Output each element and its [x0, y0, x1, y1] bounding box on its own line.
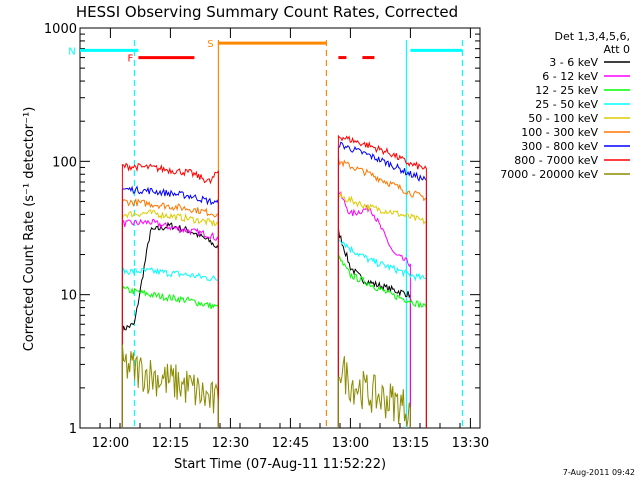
legend-label: 800 - 7000 keV — [514, 154, 598, 167]
x-tick-label: 12:45 — [272, 436, 309, 451]
legend-label: 50 - 100 keV — [528, 112, 598, 125]
series-line-8 — [121, 344, 219, 428]
series-line-2 — [337, 254, 427, 428]
flag-label: S — [207, 39, 213, 50]
series-line-7 — [337, 134, 427, 428]
x-axis-label: Start Time (07-Aug-11 11:52:22) — [174, 457, 386, 472]
legend-label: 6 - 12 keV — [542, 70, 598, 83]
legend-label: 12 - 25 keV — [535, 84, 598, 97]
y-tick-label: 1 — [69, 422, 77, 437]
plot-area: 1 10 100 1000 12:00 12:15 12:30 12:45 13:00 13:15… — [44, 22, 489, 451]
chart-title: HESSI Observing Summary Count Rates, Cor… — [76, 3, 458, 21]
legend-label: 25 - 50 keV — [535, 98, 598, 111]
x-tick-label: 13:00 — [332, 436, 369, 451]
series-line-7 — [121, 162, 219, 428]
legend-label: 7000 - 20000 keV — [500, 168, 598, 181]
series-line-3 — [121, 267, 219, 428]
timestamp: 7-Aug-2011 09:42 — [563, 468, 635, 477]
series-line-6 — [121, 185, 219, 428]
y-tick-label: 100 — [52, 155, 77, 170]
series-line-0 — [337, 228, 411, 428]
flag-label: F — [128, 54, 134, 65]
series-line-5 — [121, 198, 219, 428]
legend-label: 3 - 6 keV — [549, 56, 598, 69]
x-tick-label: 13:15 — [392, 436, 429, 451]
series-line-6 — [337, 141, 427, 428]
legend-label: 100 - 300 keV — [521, 126, 598, 139]
flag-label: N — [68, 46, 75, 57]
series-line-2 — [121, 285, 219, 428]
x-tick-label: 12:15 — [152, 436, 189, 451]
series-line-4 — [121, 209, 219, 428]
series-line-8 — [337, 356, 411, 428]
legend-header-line-2: Att 0 — [604, 43, 630, 56]
legend-header-line-1: Det 1,3,4,5,6, — [554, 30, 630, 43]
series-line-1 — [121, 218, 219, 428]
y-axis-label: Corrected Count Rate (s⁻¹ detector⁻¹) — [22, 107, 37, 352]
x-tick-label: 12:00 — [92, 436, 129, 451]
x-tick-label: 12:30 — [212, 436, 249, 451]
series-line-4 — [337, 191, 427, 428]
series-line-1 — [337, 191, 411, 428]
series-line-3 — [337, 237, 427, 428]
series-line-5 — [337, 158, 427, 428]
series-line-0 — [121, 221, 219, 428]
legend-label: 300 - 800 keV — [521, 140, 598, 153]
y-tick-label: 1000 — [44, 22, 77, 37]
y-tick-label: 10 — [60, 289, 77, 304]
x-tick-label: 13:30 — [452, 436, 489, 451]
